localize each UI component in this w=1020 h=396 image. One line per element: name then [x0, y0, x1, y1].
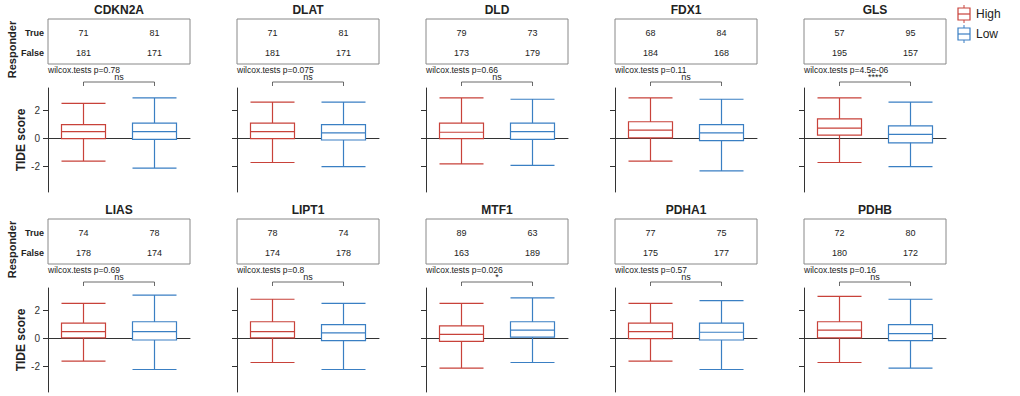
- svg-text:2: 2: [34, 105, 40, 116]
- svg-text:MTF1: MTF1: [481, 203, 513, 217]
- svg-text:Responder: Responder: [6, 20, 18, 78]
- svg-text:72: 72: [834, 228, 844, 238]
- svg-text:74: 74: [338, 228, 348, 238]
- svg-text:LIPT1: LIPT1: [292, 203, 325, 217]
- svg-text:LIAS: LIAS: [105, 203, 132, 217]
- svg-text:Responder: Responder: [6, 220, 18, 278]
- svg-text:ns: ns: [303, 72, 313, 82]
- svg-text:84: 84: [716, 28, 726, 38]
- svg-text:180: 180: [832, 248, 847, 258]
- svg-text:181: 181: [76, 48, 91, 58]
- svg-text:175: 175: [643, 248, 658, 258]
- svg-text:178: 178: [336, 248, 351, 258]
- svg-text:TIDE score: TIDE score: [14, 108, 28, 171]
- svg-text:wilcox.tests p=0.11: wilcox.tests p=0.11: [614, 65, 687, 75]
- svg-text:True: True: [25, 228, 44, 238]
- svg-text:ns: ns: [303, 272, 313, 282]
- svg-text:168: 168: [714, 48, 729, 58]
- svg-text:0: 0: [34, 333, 40, 344]
- svg-text:wilcox.tests p=0.57: wilcox.tests p=0.57: [614, 265, 687, 275]
- svg-text:False: False: [21, 248, 44, 258]
- svg-text:True: True: [25, 28, 44, 38]
- svg-text:wilcox.tests p=0.075: wilcox.tests p=0.075: [237, 65, 314, 75]
- svg-text:189: 189: [525, 248, 540, 258]
- svg-text:PDHA1: PDHA1: [666, 203, 707, 217]
- svg-text:2: 2: [34, 305, 40, 316]
- svg-text:177: 177: [714, 248, 729, 258]
- svg-text:181: 181: [265, 48, 280, 58]
- svg-text:wilcox.tests p=0.16: wilcox.tests p=0.16: [803, 265, 876, 275]
- svg-text:95: 95: [905, 28, 915, 38]
- svg-text:CDKN2A: CDKN2A: [94, 3, 144, 17]
- svg-text:81: 81: [149, 28, 159, 38]
- svg-text:174: 174: [265, 248, 280, 258]
- svg-text:68: 68: [645, 28, 655, 38]
- svg-text:178: 178: [76, 248, 91, 258]
- svg-text:77: 77: [645, 228, 655, 238]
- svg-text:ns: ns: [870, 272, 880, 282]
- svg-text:174: 174: [147, 248, 162, 258]
- svg-text:wilcox.tests p=0.026: wilcox.tests p=0.026: [425, 265, 503, 275]
- svg-text:False: False: [21, 48, 44, 58]
- svg-text:71: 71: [78, 28, 88, 38]
- svg-text:wilcox.tests p=0.8: wilcox.tests p=0.8: [236, 265, 305, 275]
- svg-text:DLAT: DLAT: [292, 3, 324, 17]
- svg-text:-2: -2: [31, 161, 40, 172]
- svg-text:172: 172: [903, 248, 918, 258]
- svg-text:wilcox.tests p=0.66: wilcox.tests p=0.66: [425, 65, 498, 75]
- svg-text:wilcox.tests p=0.78: wilcox.tests p=0.78: [47, 65, 120, 75]
- svg-text:DLD: DLD: [485, 3, 510, 17]
- svg-text:57: 57: [834, 28, 844, 38]
- svg-text:163: 163: [454, 248, 469, 258]
- svg-text:ns: ns: [492, 72, 502, 82]
- svg-text:184: 184: [643, 48, 658, 58]
- svg-text:ns: ns: [114, 272, 124, 282]
- svg-text:171: 171: [147, 48, 162, 58]
- svg-text:195: 195: [832, 48, 847, 58]
- svg-text:0: 0: [34, 133, 40, 144]
- svg-text:ns: ns: [681, 72, 691, 82]
- svg-text:****: ****: [868, 72, 883, 82]
- svg-text:75: 75: [716, 228, 726, 238]
- svg-text:Low: Low: [976, 27, 998, 41]
- svg-text:71: 71: [267, 28, 277, 38]
- svg-text:80: 80: [905, 228, 915, 238]
- svg-text:73: 73: [527, 28, 537, 38]
- svg-text:157: 157: [903, 48, 918, 58]
- svg-text:81: 81: [338, 28, 348, 38]
- svg-text:High: High: [976, 7, 1001, 21]
- svg-text:wilcox.tests p=4.5e-06: wilcox.tests p=4.5e-06: [804, 65, 889, 75]
- svg-text:79: 79: [456, 28, 466, 38]
- svg-text:wilcox.tests p=0.69: wilcox.tests p=0.69: [47, 265, 120, 275]
- svg-text:-2: -2: [31, 361, 40, 372]
- svg-text:PDHB: PDHB: [858, 203, 892, 217]
- svg-text:GLS: GLS: [863, 3, 888, 17]
- svg-text:FDX1: FDX1: [671, 3, 702, 17]
- svg-text:74: 74: [78, 228, 88, 238]
- svg-text:ns: ns: [681, 272, 691, 282]
- svg-text:78: 78: [267, 228, 277, 238]
- svg-text:ns: ns: [114, 72, 124, 82]
- svg-text:173: 173: [454, 48, 469, 58]
- svg-text:*: *: [495, 272, 499, 282]
- svg-text:78: 78: [149, 228, 159, 238]
- svg-text:179: 179: [525, 48, 540, 58]
- svg-text:89: 89: [456, 228, 466, 238]
- svg-text:171: 171: [336, 48, 351, 58]
- svg-text:63: 63: [527, 228, 537, 238]
- svg-text:TIDE score: TIDE score: [14, 308, 28, 371]
